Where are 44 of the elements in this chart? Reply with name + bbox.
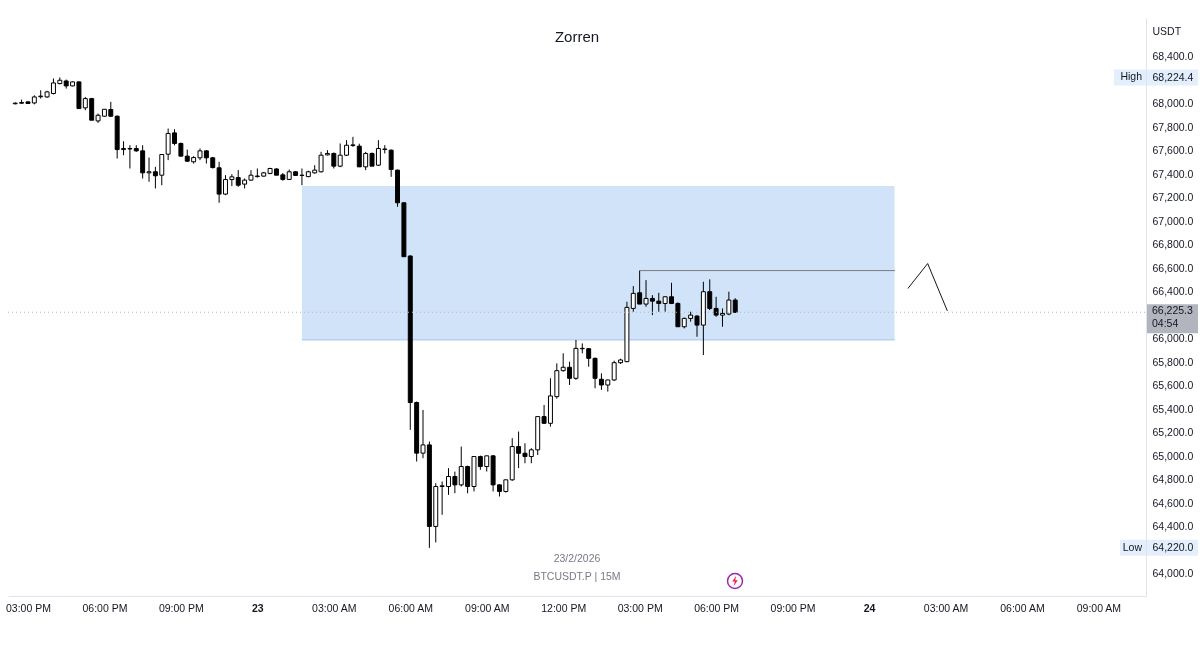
x-tick-label: 09:00 AM [1076, 601, 1122, 614]
y-tick-label: 68,000.0 [1152, 97, 1194, 110]
annotation: High [1120, 70, 1143, 83]
y-tick-label: 66,000.0 [1152, 332, 1194, 345]
x-tick-label: 12:00 PM [541, 601, 587, 614]
x-tick-label: 06:00 AM [1000, 601, 1045, 614]
y-tick-label: 68,400.0 [1152, 50, 1194, 63]
y-tick-label: 67,400.0 [1152, 167, 1194, 180]
annotation: Low [1122, 540, 1143, 553]
annotation: 23/2/2026 [553, 552, 601, 564]
y-tick-label: 65,600.0 [1152, 379, 1194, 392]
x-tick-label: 03:00 PM [5, 601, 51, 614]
text: Zorren [554, 28, 600, 45]
y-tick-label: 65,000.0 [1152, 449, 1194, 462]
y-tick-label: 64,000.0 [1152, 567, 1194, 580]
x-tick-label: 03:00 PM [617, 601, 663, 614]
x-tick-label: 09:00 PM [158, 601, 204, 614]
y-tick-label: 66,600.0 [1152, 261, 1194, 274]
y-tick-label: 67,800.0 [1152, 120, 1194, 133]
x-tick-label: 06:00 AM [388, 601, 433, 614]
y-tick-label: 64,600.0 [1152, 496, 1194, 509]
y-axis-title: USDT [1152, 24, 1182, 37]
x-tick-label: 03:00 AM [923, 601, 969, 614]
ref-line-label: 66,225.3 04:54 [1152, 304, 1194, 330]
x-tick-label: 24 [863, 601, 876, 614]
y-tick-label: 64,220.0 [1152, 541, 1194, 554]
y-tick-label: 65,400.0 [1152, 402, 1194, 415]
y-tick-label: 67,200.0 [1152, 191, 1194, 204]
y-tick-label: 67,600.0 [1152, 144, 1194, 157]
y-tick-label: 65,200.0 [1152, 426, 1194, 439]
y-tick-label: 65,800.0 [1152, 355, 1194, 368]
y-tick-label: 67,000.0 [1152, 214, 1194, 227]
x-tick-label: 03:00 AM [312, 601, 357, 614]
y-tick-label: 68,224.4 [1152, 70, 1194, 83]
annotation: BTCUSDT.P | 15M [533, 570, 621, 582]
x-tick-label: 23 [252, 601, 264, 614]
x-tick-label: 09:00 PM [770, 601, 816, 614]
y-tick-label: 64,400.0 [1152, 520, 1194, 533]
y-tick-label: 66,800.0 [1152, 238, 1194, 251]
y-tick-label: 66,400.0 [1152, 285, 1194, 298]
x-tick-label: 06:00 PM [82, 601, 128, 614]
y-tick-label: 64,800.0 [1152, 473, 1194, 486]
x-tick-label: 09:00 AM [465, 601, 510, 614]
x-tick-label: 06:00 PM [694, 601, 740, 614]
